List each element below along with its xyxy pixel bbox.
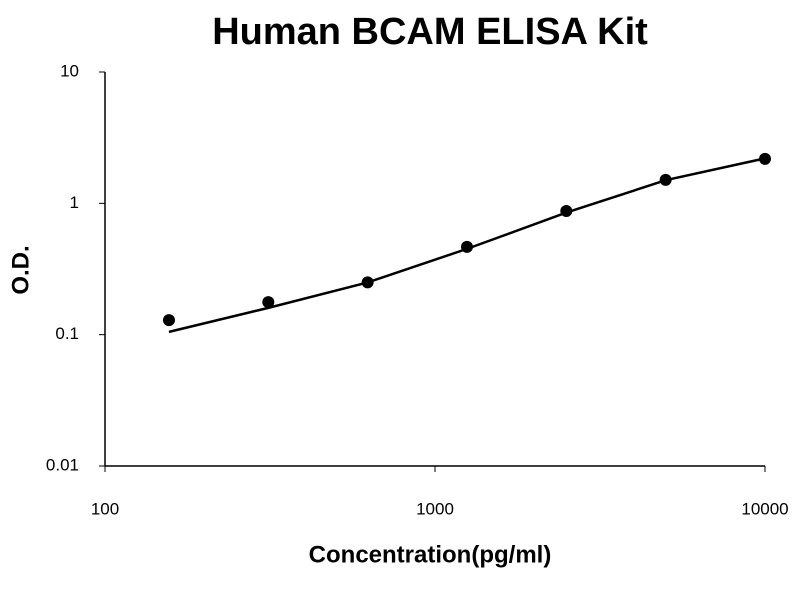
y-tick-label: 10 <box>60 61 79 80</box>
x-axis-label: Concentration(pg/ml) <box>309 541 552 568</box>
y-tick-label: 0.01 <box>46 455 79 474</box>
fit-curve <box>168 157 766 334</box>
x-tick-label: 100 <box>91 499 119 518</box>
x-tick-label: 1000 <box>416 499 454 518</box>
chart-title: Human BCAM ELISA Kit <box>212 11 648 53</box>
data-point <box>262 296 275 309</box>
y-axis-label: O.D. <box>7 245 34 294</box>
y-tick-label: 1 <box>70 193 79 212</box>
x-tick-label: 10000 <box>741 499 788 518</box>
y-tick-label: 0.1 <box>55 324 79 343</box>
data-point <box>162 314 175 327</box>
